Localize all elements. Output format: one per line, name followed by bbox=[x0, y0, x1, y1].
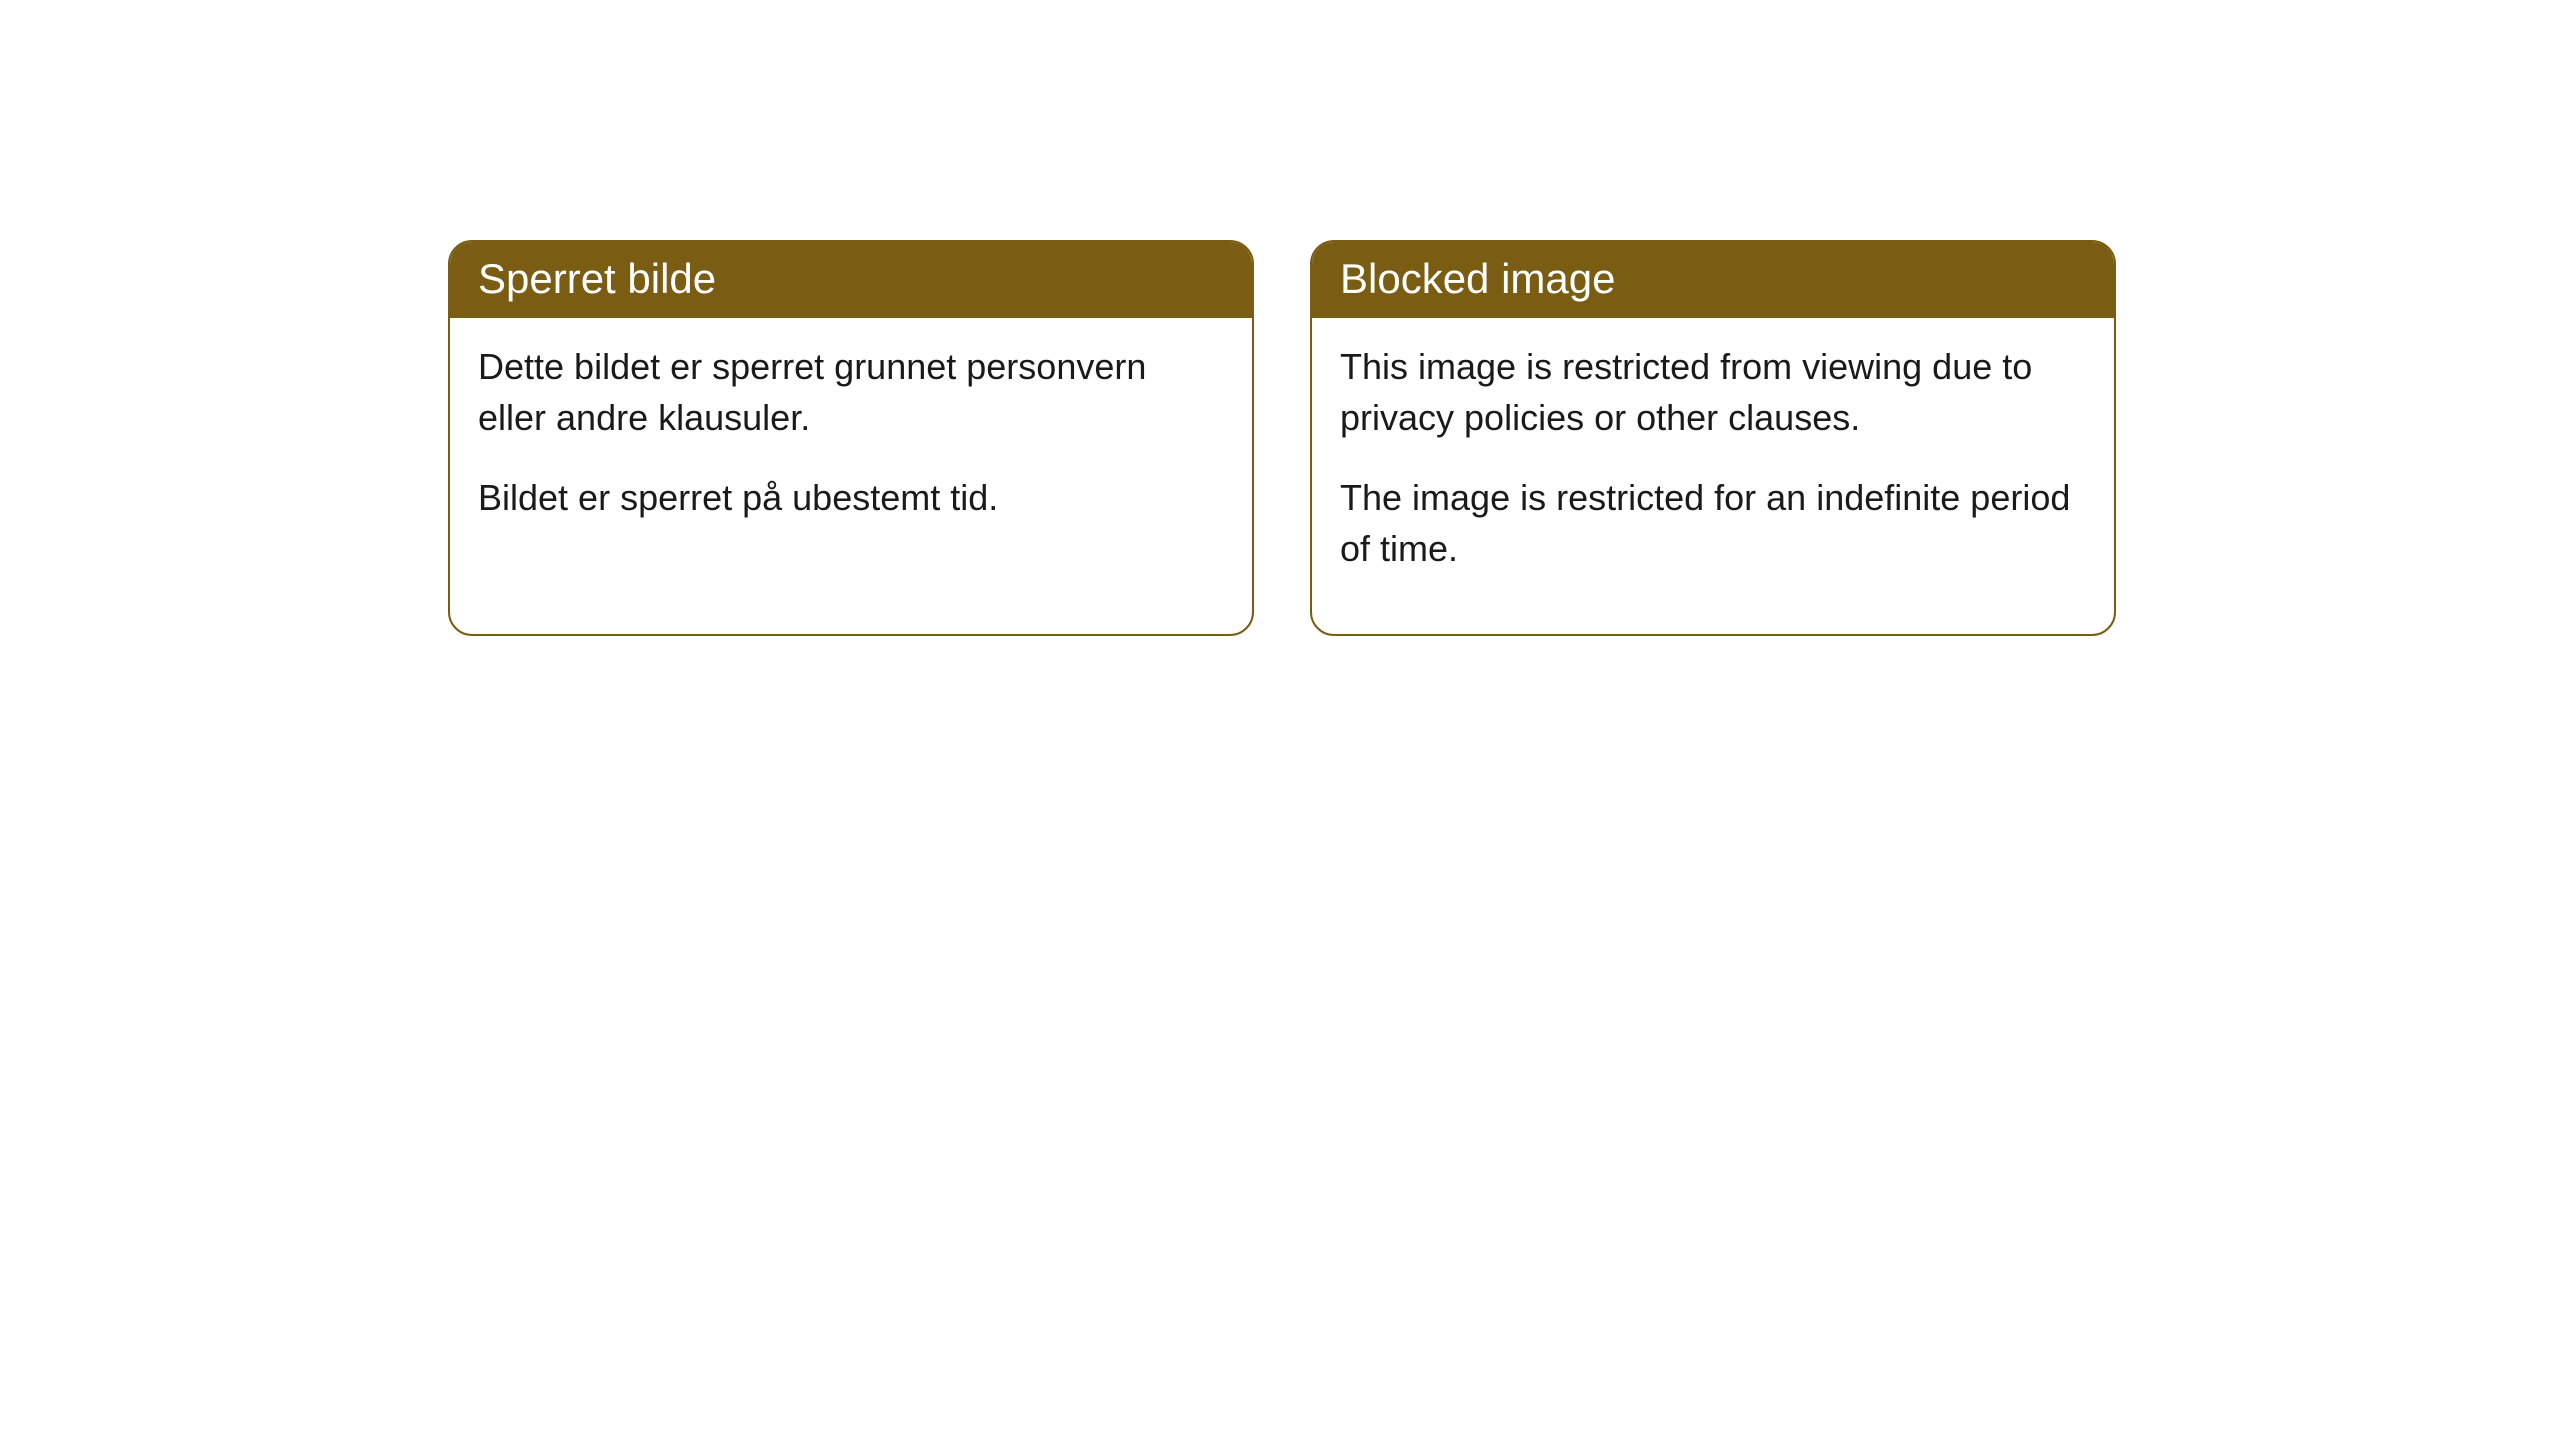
card-title: Blocked image bbox=[1340, 255, 1615, 302]
card-body: This image is restricted from viewing du… bbox=[1312, 318, 2114, 634]
card-paragraph-2: Bildet er sperret på ubestemt tid. bbox=[478, 473, 1224, 523]
blocked-image-card-norwegian: Sperret bilde Dette bildet er sperret gr… bbox=[448, 240, 1254, 636]
card-header: Sperret bilde bbox=[450, 242, 1252, 318]
card-paragraph-1: This image is restricted from viewing du… bbox=[1340, 342, 2086, 443]
blocked-image-card-english: Blocked image This image is restricted f… bbox=[1310, 240, 2116, 636]
card-title: Sperret bilde bbox=[478, 255, 716, 302]
card-body: Dette bildet er sperret grunnet personve… bbox=[450, 318, 1252, 583]
card-paragraph-1: Dette bildet er sperret grunnet personve… bbox=[478, 342, 1224, 443]
card-header: Blocked image bbox=[1312, 242, 2114, 318]
card-paragraph-2: The image is restricted for an indefinit… bbox=[1340, 473, 2086, 574]
notice-container: Sperret bilde Dette bildet er sperret gr… bbox=[0, 0, 2560, 636]
